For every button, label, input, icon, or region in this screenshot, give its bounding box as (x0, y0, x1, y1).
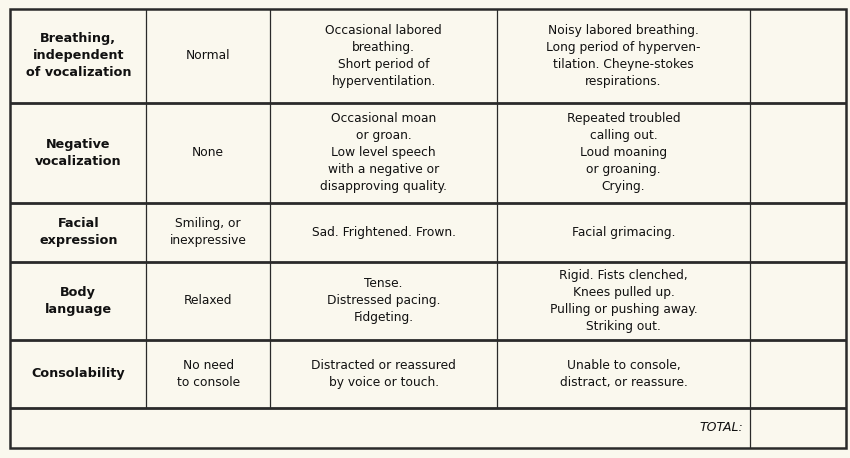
Text: Normal: Normal (186, 49, 230, 62)
Text: Distracted or reassured
by voice or touch.: Distracted or reassured by voice or touc… (311, 359, 456, 389)
Text: Noisy labored breathing.
Long period of hyperven-
tilation. Cheyne-stokes
respir: Noisy labored breathing. Long period of … (547, 24, 700, 88)
Text: Negative
vocalization: Negative vocalization (35, 138, 122, 168)
Text: TOTAL:: TOTAL: (699, 421, 743, 435)
Text: Relaxed: Relaxed (184, 294, 233, 307)
Text: Facial
expression: Facial expression (39, 217, 117, 247)
Text: Breathing,
independent
of vocalization: Breathing, independent of vocalization (26, 33, 131, 79)
Text: Occasional labored
breathing.
Short period of
hyperventilation.: Occasional labored breathing. Short peri… (326, 24, 442, 88)
Text: Repeated troubled
calling out.
Loud moaning
or groaning.
Crying.: Repeated troubled calling out. Loud moan… (567, 112, 680, 193)
Text: Body
language: Body language (45, 286, 112, 316)
Text: Unable to console,
distract, or reassure.: Unable to console, distract, or reassure… (559, 359, 688, 389)
Text: Consolability: Consolability (31, 367, 125, 381)
Text: Smiling, or
inexpressive: Smiling, or inexpressive (170, 217, 246, 247)
Text: Occasional moan
or groan.
Low level speech
with a negative or
disapproving quali: Occasional moan or groan. Low level spee… (320, 112, 447, 193)
Text: No need
to console: No need to console (177, 359, 240, 389)
Text: Rigid. Fists clenched,
Knees pulled up.
Pulling or pushing away.
Striking out.: Rigid. Fists clenched, Knees pulled up. … (550, 269, 697, 333)
Text: None: None (192, 146, 224, 159)
Text: Facial grimacing.: Facial grimacing. (572, 226, 675, 239)
Text: Sad. Frightened. Frown.: Sad. Frightened. Frown. (312, 226, 456, 239)
Text: Tense.
Distressed pacing.
Fidgeting.: Tense. Distressed pacing. Fidgeting. (327, 278, 440, 324)
